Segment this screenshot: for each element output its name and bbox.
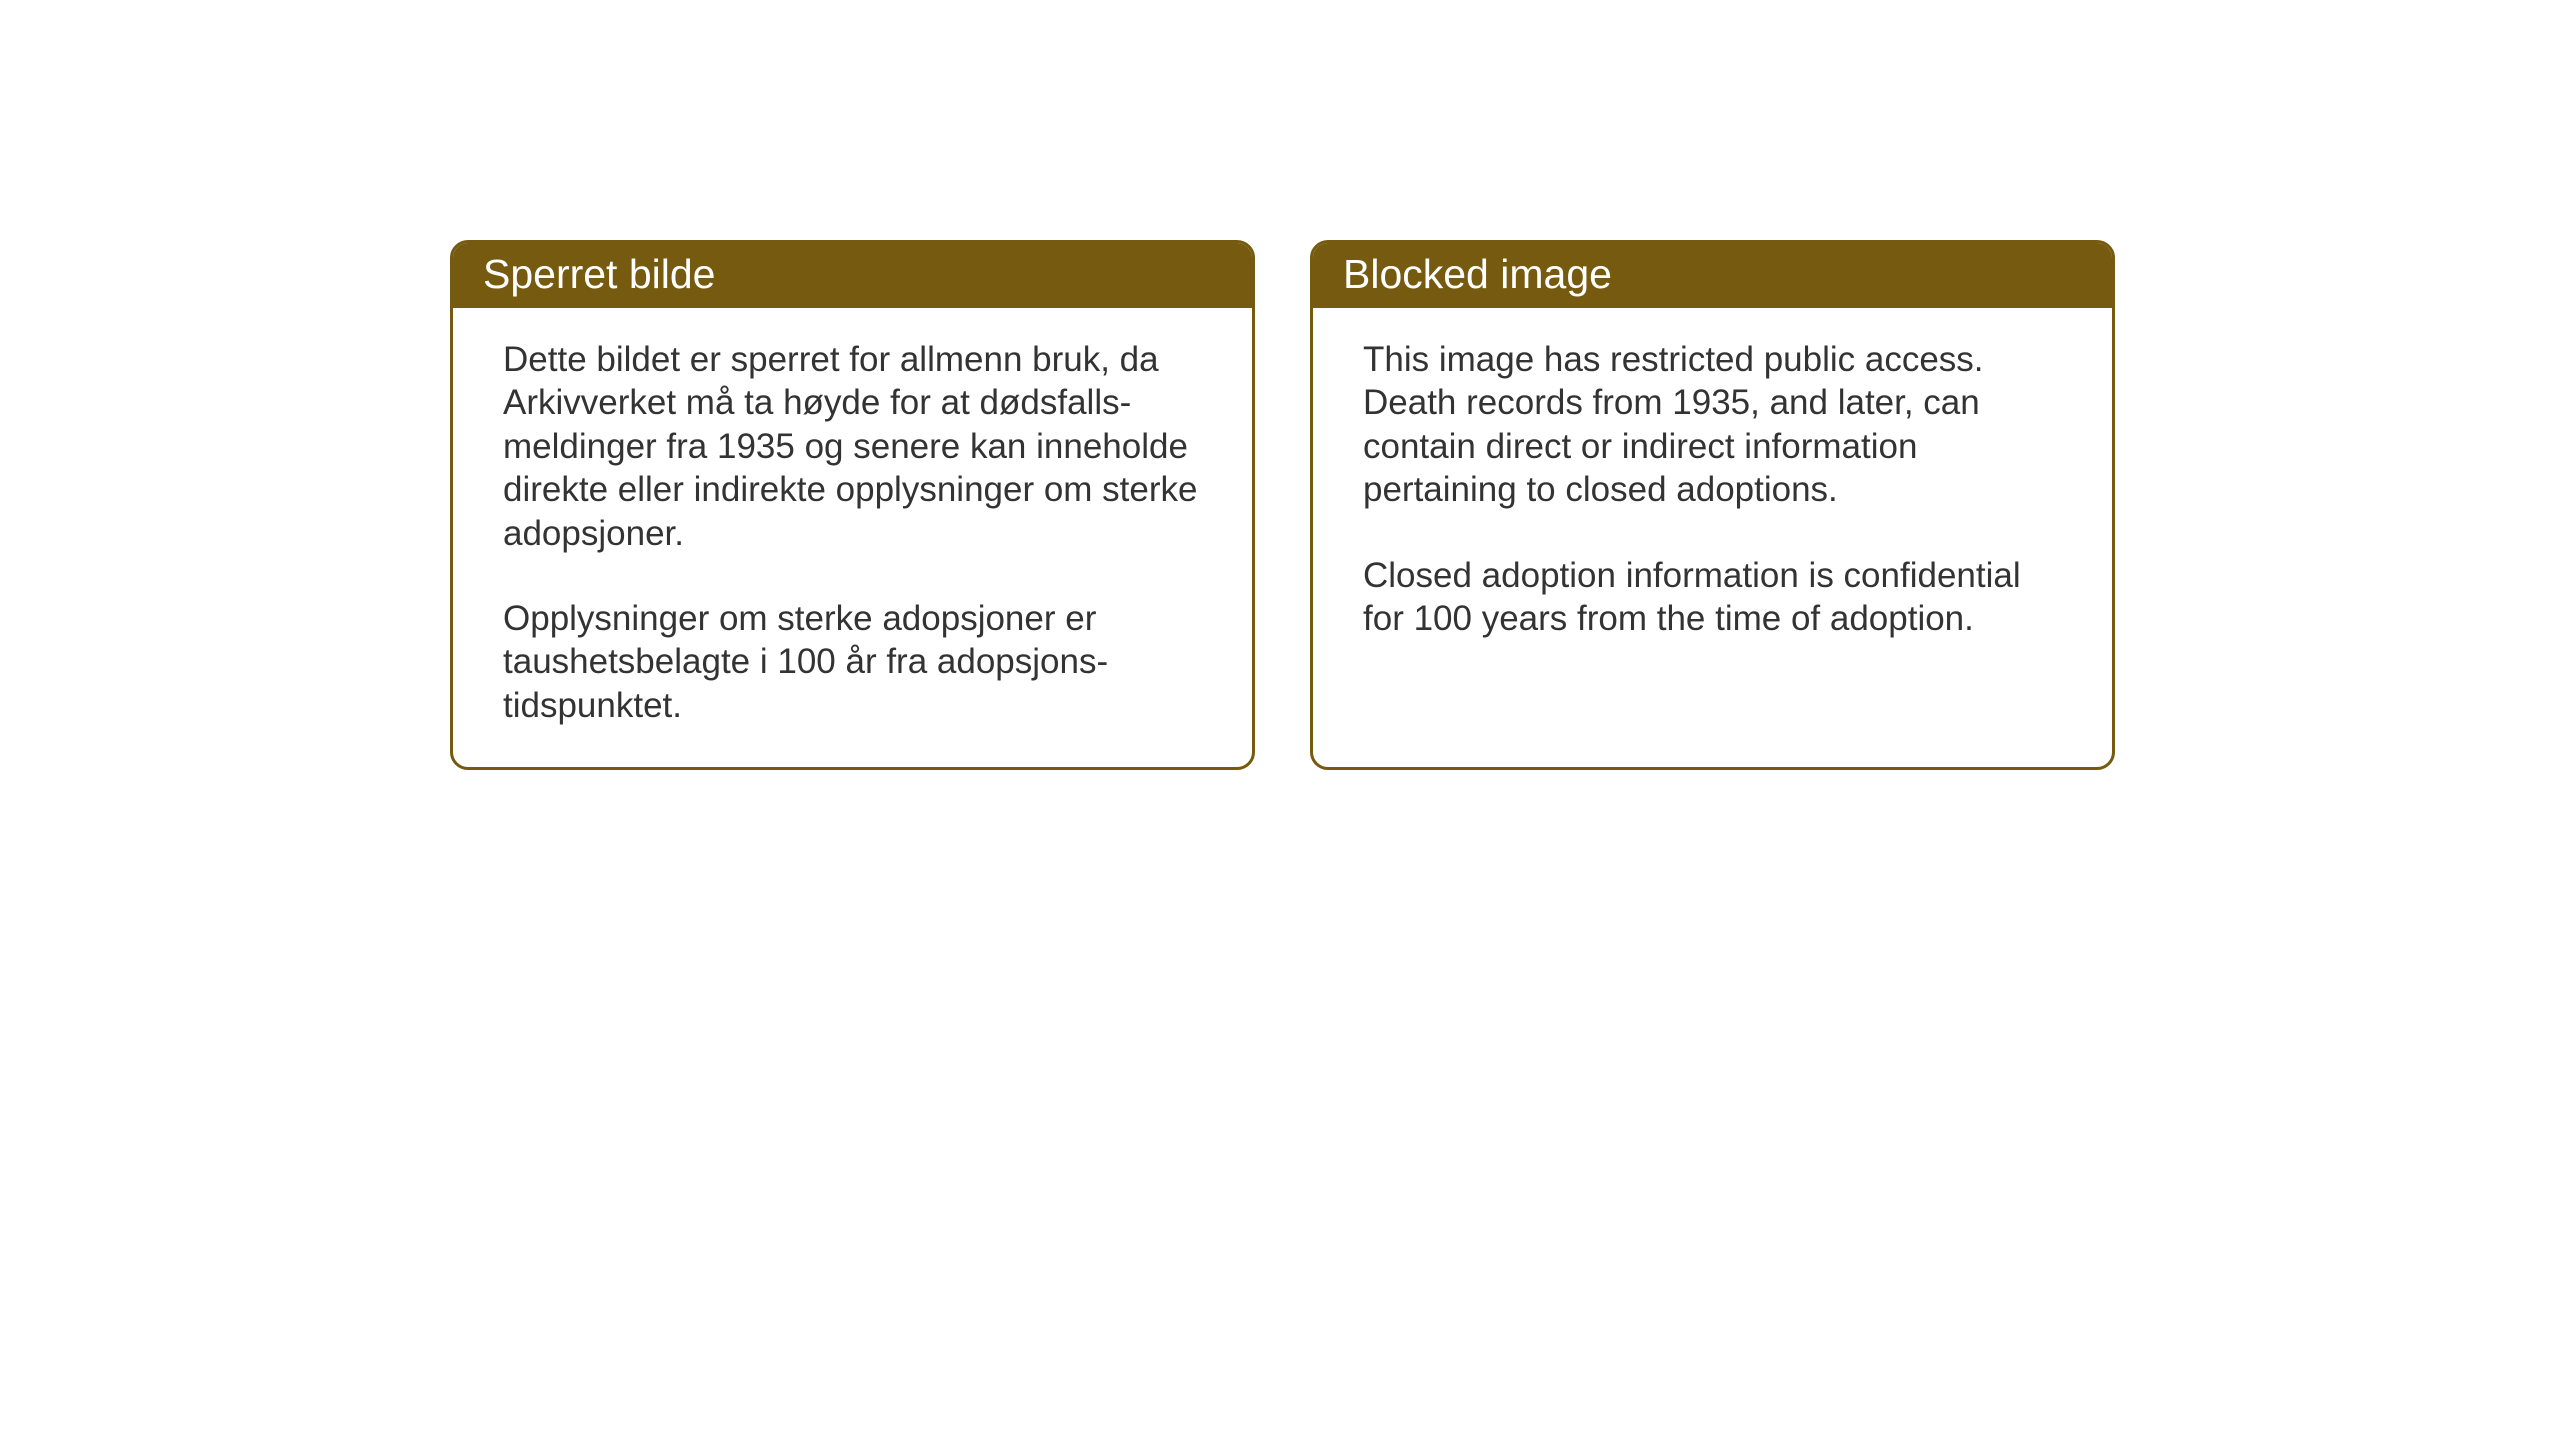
norwegian-paragraph-1: Dette bildet er sperret for allmenn bruk… — [503, 338, 1202, 555]
norwegian-card-body: Dette bildet er sperret for allmenn bruk… — [453, 308, 1252, 767]
english-info-card: Blocked image This image has restricted … — [1310, 240, 2115, 770]
english-paragraph-2: Closed adoption information is confident… — [1363, 554, 2062, 641]
norwegian-info-card: Sperret bilde Dette bildet er sperret fo… — [450, 240, 1255, 770]
norwegian-card-header: Sperret bilde — [453, 243, 1252, 308]
english-card-header: Blocked image — [1313, 243, 2112, 308]
english-card-body: This image has restricted public access.… — [1313, 308, 2112, 755]
info-cards-container: Sperret bilde Dette bildet er sperret fo… — [450, 240, 2115, 770]
norwegian-paragraph-2: Opplysninger om sterke adopsjoner er tau… — [503, 597, 1202, 727]
english-paragraph-1: This image has restricted public access.… — [1363, 338, 2062, 512]
